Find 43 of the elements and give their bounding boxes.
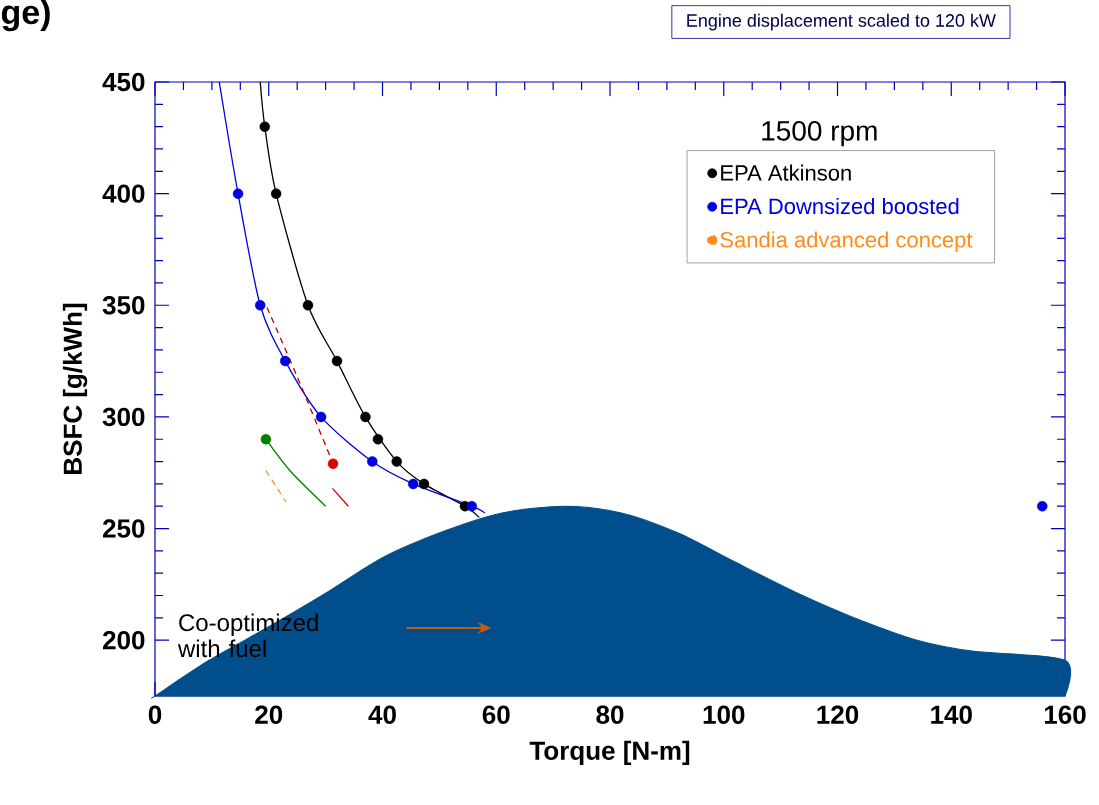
y-axis-title: BSFC [g/kWh] (62, 303, 88, 474)
text: ge) (1, 0, 50, 32)
annotation: 1500 rpm (762, 120, 877, 147)
text: Engine displacement scaled to 120 kW (687, 13, 996, 31)
x-tick-label: 80 (596, 705, 624, 724)
x-tick-label: 120 (817, 705, 859, 724)
x-tick-label: 100 (703, 705, 745, 724)
legend-label: EPA Downsized boosted (721, 197, 959, 215)
y-tick-label: 200 (102, 630, 145, 650)
y-tick-label: 350 (102, 296, 145, 315)
x-tick-label: 140 (931, 705, 972, 724)
point (315, 411, 327, 423)
y-tick-label: 400 (102, 184, 145, 203)
point (360, 411, 371, 423)
point (270, 188, 282, 199)
point (232, 188, 244, 199)
x-tick-label: 0 (148, 705, 162, 724)
x-tick-label: 160 (1044, 705, 1086, 724)
point (280, 355, 291, 367)
line-series (218, 81, 486, 514)
point (391, 456, 402, 467)
legend-label: Sandia advanced concept (720, 231, 973, 252)
point (260, 434, 272, 445)
point (302, 300, 314, 311)
x-tick-label: 20 (255, 705, 283, 724)
point (466, 501, 477, 512)
x-tick-label: 60 (482, 705, 510, 724)
y-tick-label: 450 (102, 72, 145, 92)
point (372, 434, 384, 445)
x-axis-title: Torque [N-m] (529, 740, 690, 766)
line-series (259, 81, 480, 519)
point (259, 121, 270, 132)
point (255, 300, 266, 311)
point (327, 458, 339, 469)
x-tick-label: 40 (368, 705, 396, 724)
point (367, 456, 378, 467)
point (418, 478, 430, 490)
point (408, 478, 419, 490)
point (331, 355, 343, 367)
y-tick-label: 300 (102, 407, 145, 427)
y-tick-label: 250 (102, 519, 145, 538)
legend-label: EPA Atkinson (721, 164, 851, 181)
point (1037, 501, 1048, 512)
